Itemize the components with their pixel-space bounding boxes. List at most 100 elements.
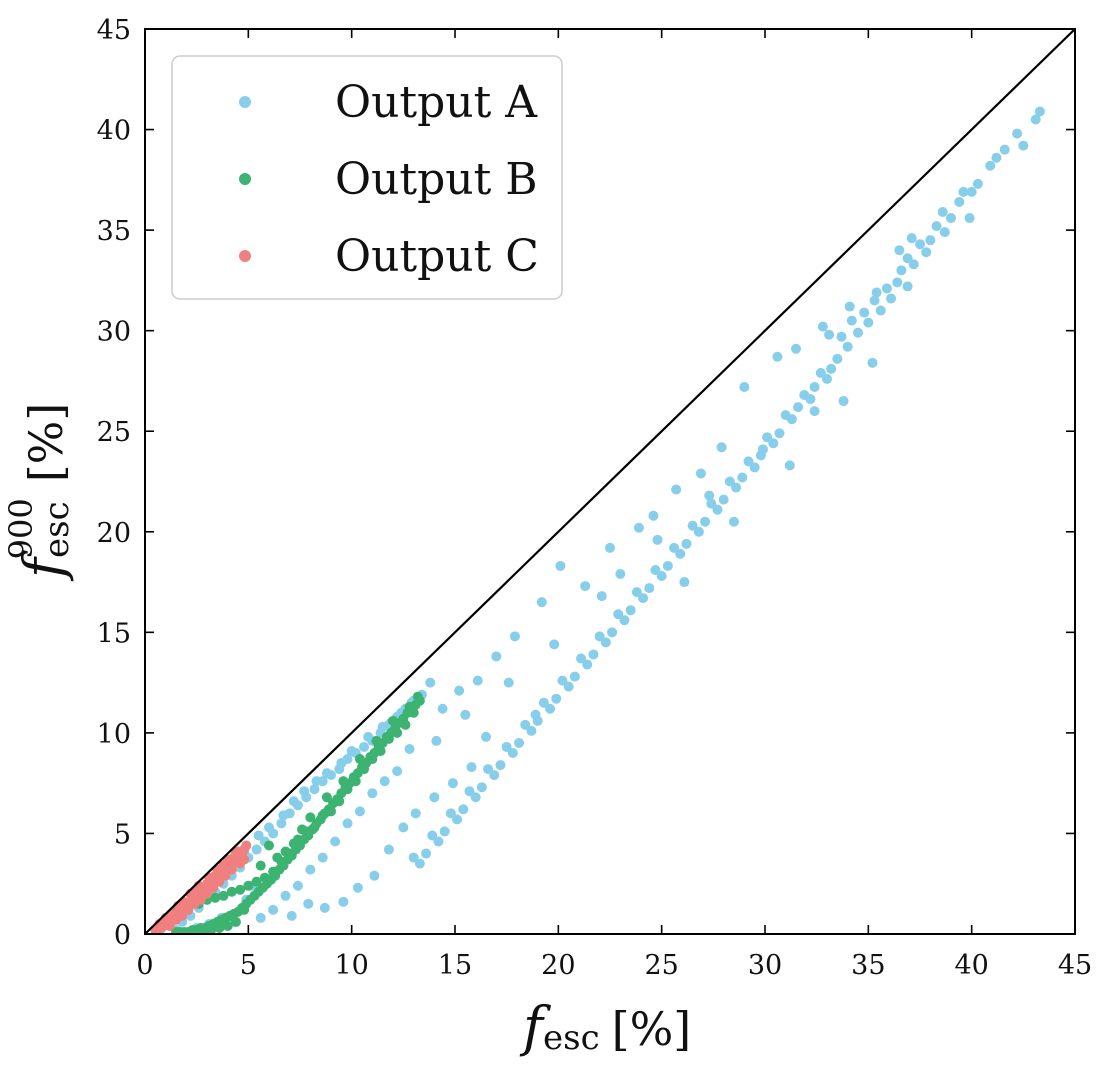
data-point [681,538,692,549]
data-point [503,677,514,688]
data-point [867,357,878,368]
data-point [718,494,729,505]
data-point [662,560,673,571]
data-point [303,898,314,909]
y-tick-labels: 0 5 10 15 20 25 30 35 40 45 [97,15,131,951]
data-point [383,844,394,855]
data-point [392,766,403,777]
x-tick-label: 20 [541,950,575,981]
data-point [695,468,706,479]
data-point [669,542,680,553]
data-point [999,144,1010,155]
data-point [706,498,717,509]
data-point [863,317,874,328]
data-point [826,363,837,374]
data-point [846,315,857,326]
identity-reference-line [144,28,1076,935]
x-tick-labels: 0 5 10 15 20 25 30 35 40 45 [136,950,1092,981]
data-point [545,703,556,714]
data-point [427,830,438,841]
data-point [679,577,690,588]
legend-box [171,55,563,300]
data-point [731,482,742,493]
data-point [809,406,820,417]
data-point [824,329,835,340]
data-point [483,764,494,775]
data-point [367,788,378,799]
data-point [433,836,444,847]
y-axis-subscript: esc [37,501,77,558]
x-tick-label: 25 [644,950,678,981]
legend-marker-output-b [239,173,251,185]
data-point [230,848,241,859]
data-point [342,818,353,829]
data-point [346,745,357,756]
data-point [780,410,791,421]
data-point [638,593,649,604]
data-point [536,597,547,608]
data-point [464,786,475,797]
data-point [210,892,221,903]
data-point [226,864,237,875]
data-point [338,896,349,907]
data-point [716,442,727,453]
data-point [226,886,237,897]
data-point [326,806,336,817]
data-point [569,671,580,682]
data-point [371,735,382,746]
data-point [749,462,760,473]
data-point [280,846,291,857]
data-point [439,826,450,837]
data-point [230,916,241,927]
data-point [321,792,332,803]
data-point [842,341,853,352]
data-point [799,390,810,401]
data-point [615,569,626,580]
data-point [239,904,250,915]
data-point [404,743,415,754]
data-point [251,844,262,855]
data-point [817,321,828,332]
data-point [425,677,436,688]
data-point [902,253,913,264]
data-point [507,748,518,758]
y-tick-label: 30 [97,317,131,348]
data-point [336,758,347,769]
data-point [354,754,365,765]
data-point [431,735,442,746]
data-point [321,768,332,779]
data-point [538,697,549,708]
data-point [514,737,525,748]
data-point [305,812,316,823]
data-point [268,866,279,877]
data-point [915,239,925,250]
data-point [429,792,440,803]
x-tick-label: 45 [1058,950,1092,981]
data-point [588,649,599,660]
x-axis-unit: [%] [612,1002,692,1056]
data-point [644,583,655,594]
data-point [551,693,562,704]
data-point [822,373,832,384]
data-point [954,196,965,207]
data-point [280,890,291,901]
data-point [619,615,630,626]
data-point [454,685,465,696]
y-tick-label: 25 [97,417,131,448]
data-point [292,880,303,891]
data-points [150,106,1045,934]
data-point [946,213,956,224]
data-point [288,796,299,807]
data-point [526,725,537,736]
data-point [648,510,659,521]
data-point [495,760,506,771]
data-point [437,703,448,714]
data-point [235,884,246,895]
legend-marker-output-c [239,250,251,262]
data-point [671,484,682,495]
data-point [383,733,394,744]
data-point [309,822,320,833]
data-point [239,854,250,865]
data-point [896,265,907,276]
